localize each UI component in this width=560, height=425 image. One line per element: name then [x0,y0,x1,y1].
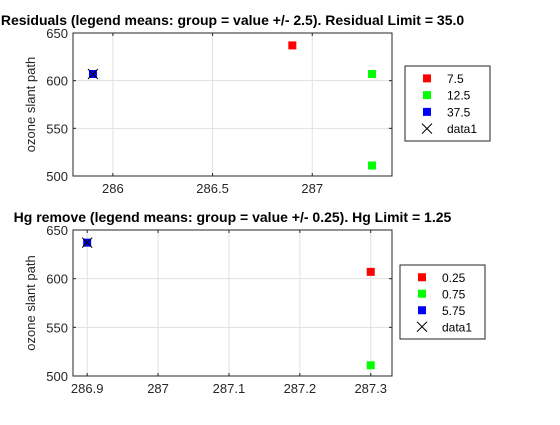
data-point-stroke-b [81,237,93,249]
y-tick-label: 600 [46,74,68,89]
hg-remove-chart: 286.9 287 287.1 287.2 287.3 500 550 600 650 ozone… [14,209,486,396]
legend-entry: data1 [447,122,477,136]
legend-marker [421,123,433,134]
legend-marker [423,74,431,83]
x-tick-label: 287.3 [354,381,387,396]
x-tick-label: 287.1 [213,381,246,396]
legend-entry: data1 [442,320,472,334]
y-tick-label: 550 [46,121,68,136]
y-tick-label: 550 [46,320,68,335]
legend-box [404,65,491,142]
legend-marker-stroke-b [416,321,428,333]
y-tick-label: 650 [46,223,68,238]
x-tick-label: 286 [102,181,124,196]
data-point [288,41,297,50]
y-tick-label: 500 [46,169,68,184]
legend-entry: 5.75 [442,304,466,318]
legend-box [399,264,486,340]
plot-area [73,33,392,176]
y-axis-label: ozone slant path [23,57,38,152]
legend-marker [418,273,426,282]
axes-box [72,229,393,377]
legend-marker [418,306,426,315]
x-tick-label: 287.2 [284,381,317,396]
legend-entry: 0.25 [442,271,466,285]
legend: 0.25 0.75 5.75 data1 [399,264,486,340]
x-tick-label: 287 [301,181,323,196]
data-point [368,69,377,78]
data-point [87,68,99,80]
legend-marker [416,321,428,333]
data-point [81,237,93,249]
y-axis-label: ozone slant path [23,255,38,350]
y-tick-label: 500 [46,369,68,384]
data-point-stroke-b [87,68,99,80]
data-point [366,361,375,370]
chart-title: Hg remove (legend means: group = value +… [14,209,452,225]
legend-marker [423,91,431,100]
legend-marker-stroke-b [421,123,433,134]
legend-entry: 12.5 [447,89,471,103]
axes-box [72,32,393,177]
plot-area [73,230,392,376]
y-tick-label: 650 [46,26,68,41]
data-point [366,267,375,276]
legend-entry: 0.75 [442,287,466,301]
x-tick-label: 286.9 [71,381,104,396]
data-point [368,161,377,170]
chart-title: Residuals (legend means: group = value +… [1,12,465,28]
legend: 7.5 12.5 37.5 data1 [404,65,491,142]
residuals-chart: 286 286.5 287 500 550 600 650 ozone slant path R… [1,12,491,196]
legend-marker [418,289,426,298]
legend-entry: 37.5 [447,105,471,119]
legend-entry: 7.5 [447,72,464,86]
legend-marker [423,107,431,116]
x-tick-label: 286.5 [196,181,229,196]
x-tick-label: 287 [147,381,169,396]
y-tick-label: 600 [46,272,68,287]
